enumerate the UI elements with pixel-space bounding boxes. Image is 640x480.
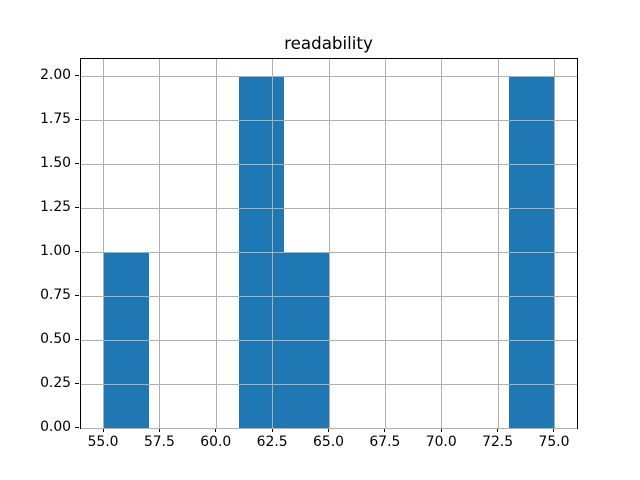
x-tick-mark (158, 428, 160, 433)
x-tick-label: 62.5 (256, 434, 288, 451)
y-tick-mark (75, 251, 79, 253)
y-tick-mark (75, 207, 79, 209)
x-tick-label: 70.0 (425, 434, 457, 451)
y-tick-mark (75, 163, 79, 165)
y-tick-label: 0.50 (40, 330, 71, 347)
gridline (441, 58, 443, 429)
gridline (103, 58, 105, 429)
y-tick-label: 1.75 (40, 110, 71, 127)
gridline (81, 75, 577, 77)
y-tick-mark (75, 383, 79, 385)
x-tick-mark (328, 428, 329, 433)
x-tick-label: 75.0 (538, 434, 570, 451)
x-tick-label: 65.0 (313, 434, 344, 451)
gridline (81, 383, 577, 385)
y-tick-label: 1.00 (40, 242, 71, 259)
y-tick-mark (75, 427, 79, 429)
gridline (81, 163, 577, 165)
gridline (159, 58, 161, 429)
y-tick-mark (75, 339, 79, 341)
gridline (81, 251, 577, 253)
gridline (215, 58, 217, 429)
x-tick-mark (440, 428, 442, 433)
x-tick-mark (102, 428, 104, 433)
y-tick-label: 1.25 (40, 198, 71, 215)
y-tick-mark (75, 119, 79, 121)
plot-area (80, 57, 578, 430)
gridline (328, 58, 330, 429)
y-tick-label: 0.25 (40, 374, 71, 391)
y-tick-label: 2.00 (40, 66, 71, 83)
gridline (81, 207, 577, 209)
x-tick-label: 72.5 (482, 434, 514, 451)
gridline (81, 119, 577, 121)
grid-layer (81, 58, 577, 429)
x-tick-label: 57.5 (143, 434, 175, 451)
y-tick-label: 1.50 (40, 154, 71, 171)
y-tick-mark (75, 75, 79, 77)
gridline (497, 58, 499, 429)
x-tick-mark (384, 428, 386, 433)
x-tick-mark (497, 428, 499, 433)
gridline (384, 58, 386, 429)
x-tick-mark (271, 428, 273, 433)
y-tick-label: 0.00 (40, 418, 71, 435)
x-tick-label: 67.5 (369, 434, 401, 451)
gridline (81, 427, 577, 429)
x-tick-mark (553, 428, 555, 433)
chart-title: readability (284, 33, 373, 53)
gridline (81, 295, 577, 297)
gridline (272, 58, 274, 429)
gridline (81, 339, 577, 341)
x-tick-label: 55.0 (87, 434, 119, 451)
gridline (553, 58, 555, 429)
y-tick-label: 0.75 (40, 286, 71, 303)
y-tick-mark (75, 295, 79, 297)
x-tick-label: 60.0 (200, 434, 232, 451)
x-tick-mark (215, 428, 217, 433)
